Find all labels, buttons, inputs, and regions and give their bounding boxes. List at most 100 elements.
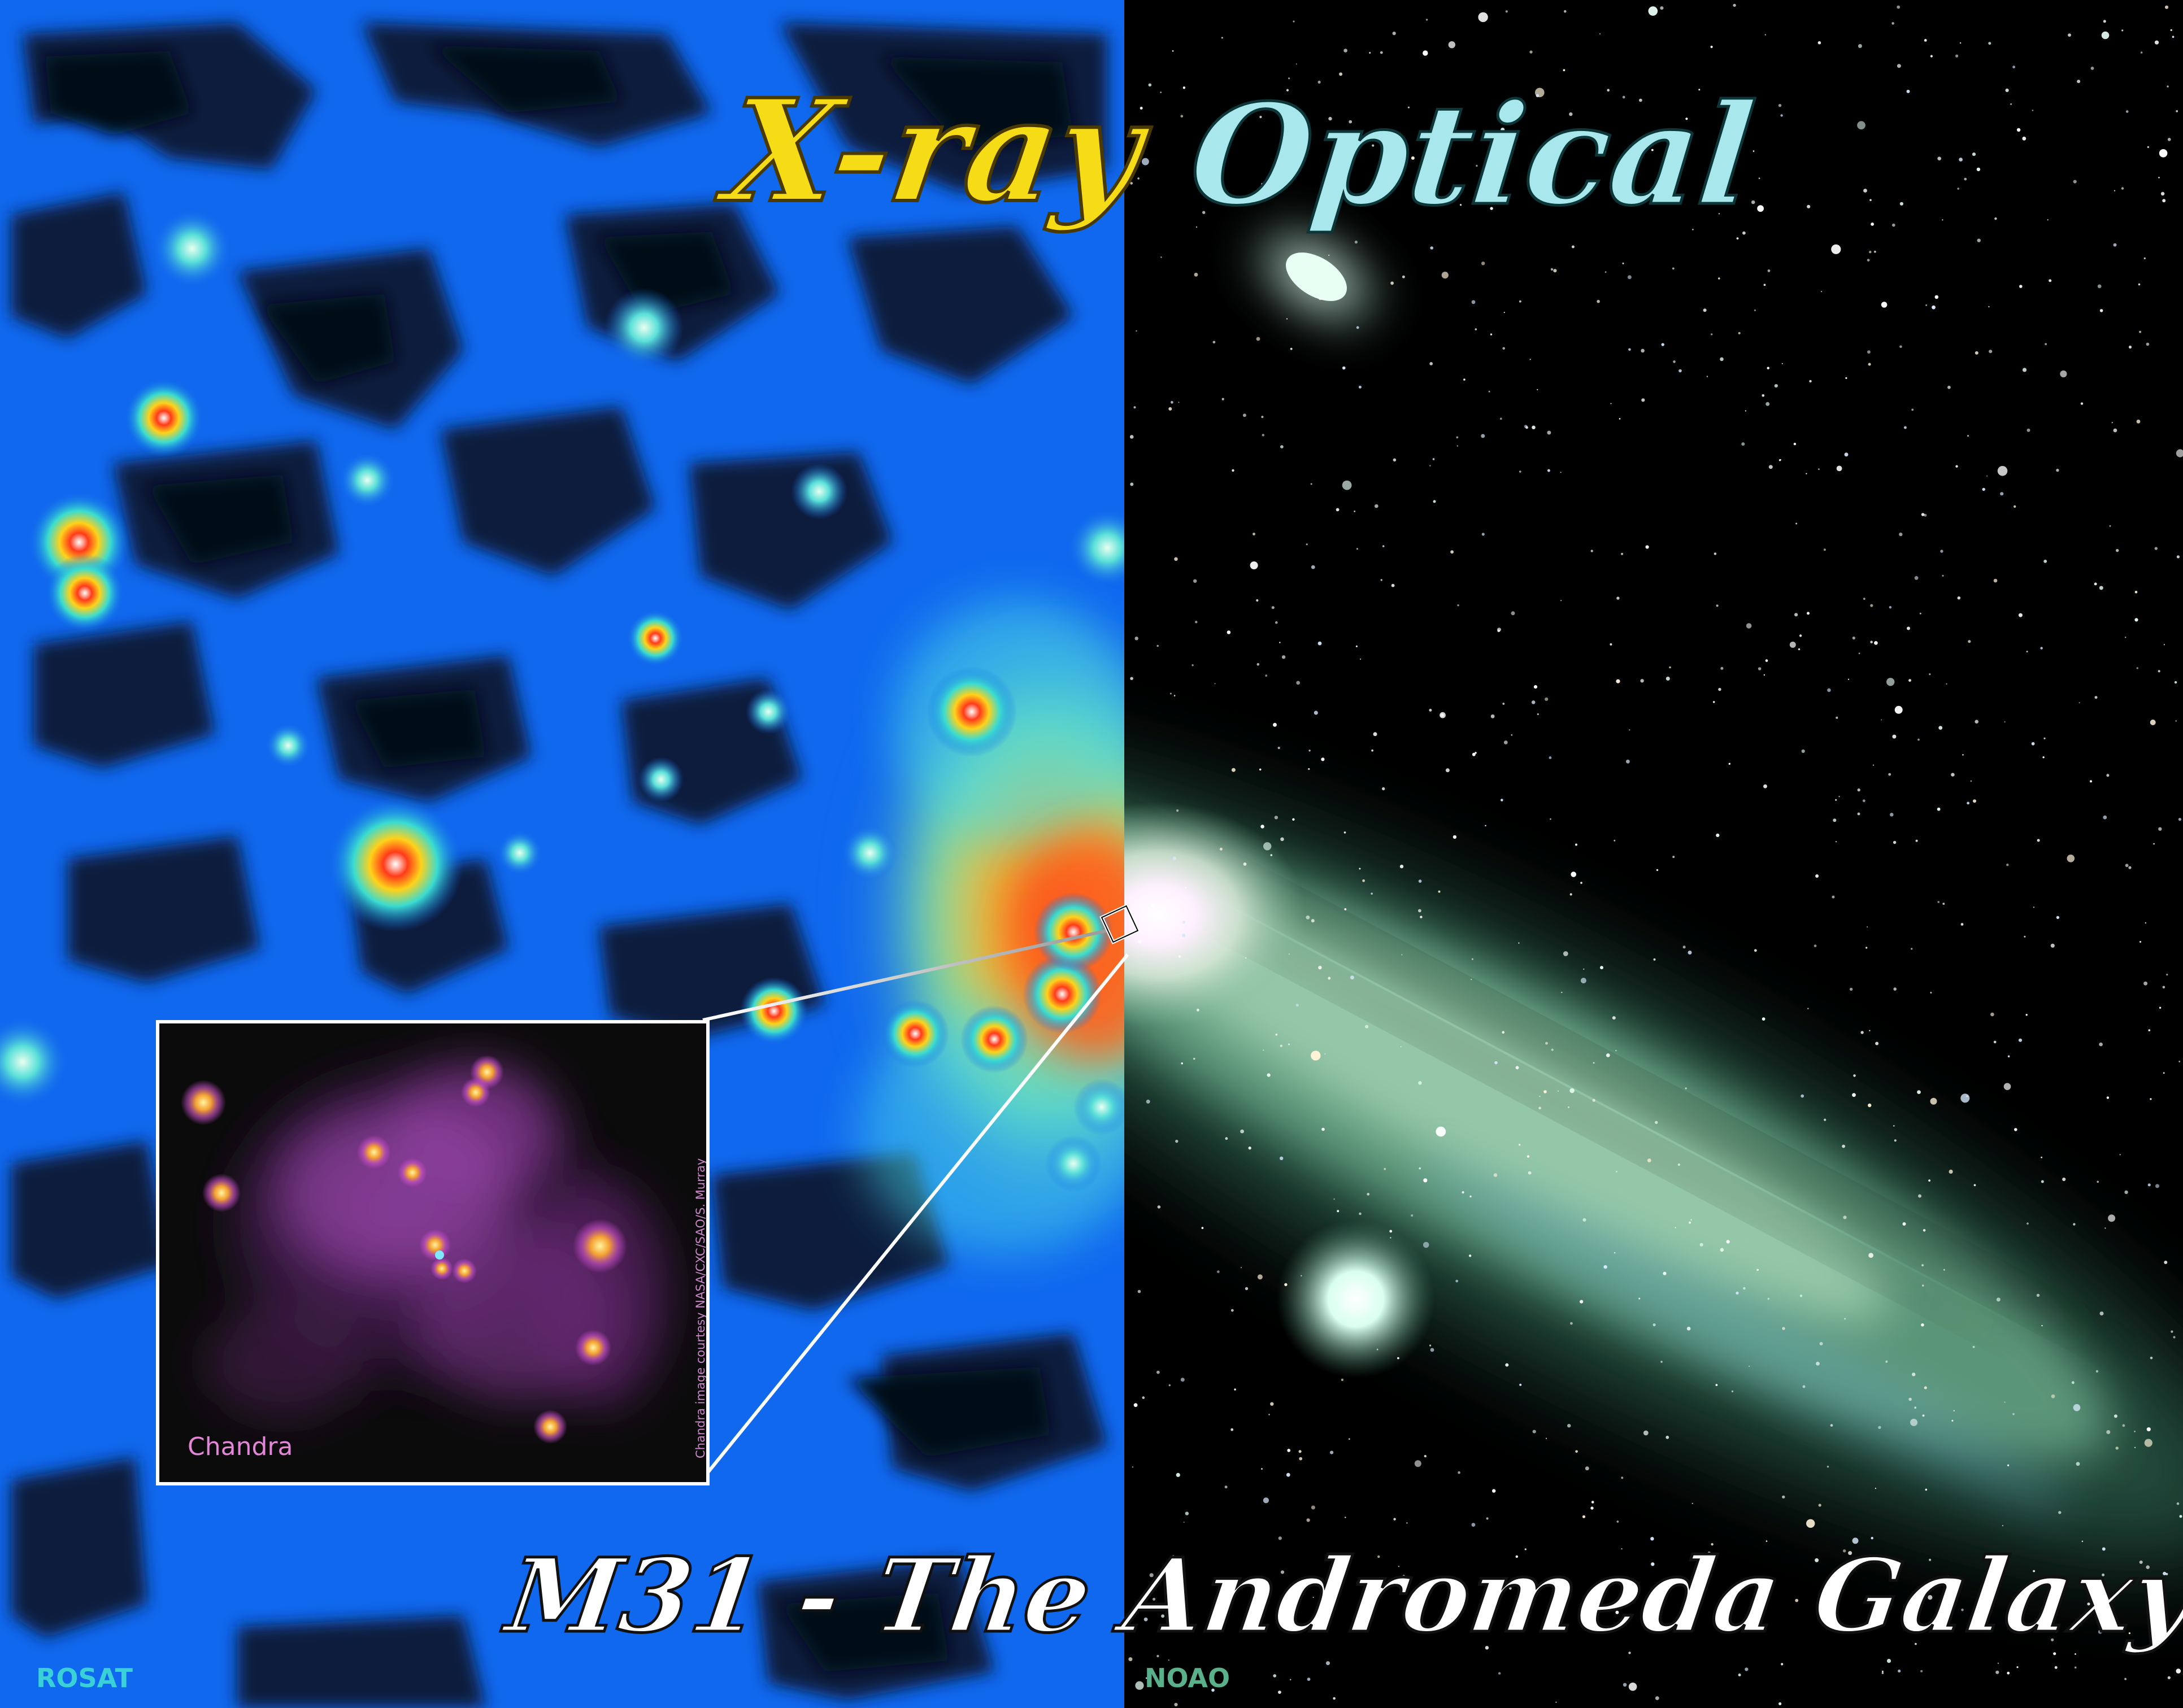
star (1949, 1169, 1953, 1174)
star (2073, 180, 2077, 184)
star (1903, 426, 1907, 429)
star (2047, 219, 2049, 221)
star (1607, 89, 1610, 91)
star (1502, 347, 1505, 350)
star (1274, 816, 1279, 820)
star (2080, 402, 2084, 405)
star (2134, 618, 2138, 622)
star (1280, 837, 1284, 842)
star (2094, 582, 2097, 586)
star (1819, 1615, 1823, 1619)
star (2167, 1676, 2171, 1679)
star (1418, 909, 1421, 913)
star (1781, 1663, 1784, 1666)
star (2051, 1638, 2054, 1641)
star (1256, 663, 1260, 666)
star (1515, 1066, 1519, 1070)
star (1169, 692, 1172, 695)
star (1754, 1629, 1758, 1632)
star (1545, 1042, 1548, 1045)
star (1519, 470, 1521, 473)
star (1133, 406, 1136, 409)
star (1543, 1090, 1547, 1093)
star (1692, 229, 1694, 230)
star (1685, 1087, 1687, 1090)
star (1857, 812, 1860, 816)
star (1995, 1670, 1999, 1674)
star (1436, 1126, 1446, 1137)
star (1571, 245, 1575, 249)
star (1924, 1386, 1927, 1389)
star (1219, 847, 1223, 851)
star (1221, 398, 1224, 400)
star (1390, 1237, 1391, 1239)
star (1240, 1267, 1242, 1269)
star (1638, 1297, 1641, 1300)
star (1391, 583, 1395, 587)
star (2018, 613, 2023, 617)
star (2027, 428, 2030, 432)
star (1286, 1472, 1290, 1477)
star (1469, 1195, 1472, 1197)
star (1711, 333, 1713, 336)
star (1311, 1505, 1315, 1510)
star (1371, 892, 1373, 895)
star (1359, 868, 1361, 870)
star (2134, 1446, 2136, 1448)
star (1582, 1218, 1586, 1222)
star (1511, 734, 1513, 736)
star (1234, 1388, 1236, 1391)
star (1726, 1240, 1730, 1244)
star (2068, 33, 2071, 37)
star (1253, 533, 1255, 535)
star (1627, 275, 1632, 280)
star (2113, 243, 2117, 247)
xray-point-sources (0, 209, 1124, 1192)
star (1550, 818, 1551, 820)
star (1890, 813, 1894, 817)
star (1937, 807, 1941, 811)
star (1599, 33, 1601, 35)
star (1343, 831, 1346, 834)
star (1665, 1435, 1669, 1439)
star (1736, 1291, 1739, 1295)
star (1288, 77, 1290, 80)
star (2097, 284, 2102, 289)
star (1857, 788, 1860, 792)
star (1545, 697, 1549, 701)
star (2108, 1214, 2116, 1222)
star (2109, 525, 2111, 527)
star (1563, 951, 1568, 956)
star (1799, 1295, 1803, 1297)
star (1906, 89, 1910, 93)
star (1923, 1229, 1926, 1232)
star (1582, 1515, 1586, 1518)
star (2073, 1404, 2081, 1411)
star (1373, 1597, 1375, 1599)
star (2054, 1666, 2058, 1669)
star (1832, 895, 1835, 899)
star (2114, 1414, 2117, 1418)
star (1354, 241, 1358, 244)
star (1392, 32, 1396, 36)
star (2078, 702, 2080, 704)
star (1707, 1552, 1711, 1554)
star (1160, 256, 1162, 258)
star (1133, 1403, 1138, 1408)
star (1168, 1384, 1171, 1387)
star (1823, 548, 1826, 551)
star (1328, 116, 1332, 121)
star (1360, 659, 1362, 660)
star (1336, 508, 1340, 512)
star (2043, 737, 2046, 739)
star (2103, 815, 2107, 820)
star (1870, 640, 1873, 643)
star (1568, 1106, 1570, 1108)
star (1972, 152, 1976, 156)
star (1597, 299, 1600, 303)
star (1795, 1598, 1799, 1602)
star (1259, 116, 1262, 119)
star (1182, 86, 1186, 89)
star (1655, 1696, 1659, 1701)
star (2163, 1072, 2165, 1074)
